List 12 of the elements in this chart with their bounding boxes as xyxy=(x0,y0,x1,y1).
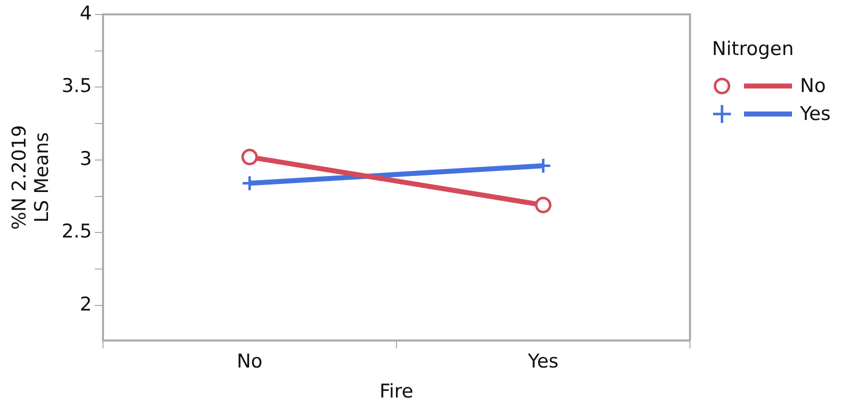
y-tick-label: 2.5 xyxy=(62,220,92,243)
y-tick-label: 3 xyxy=(80,148,92,170)
point xyxy=(534,196,552,214)
legend-label: Yes xyxy=(800,103,831,125)
x-axis-title: Fire xyxy=(379,380,414,403)
legend-title: Nitrogen xyxy=(712,38,795,60)
point xyxy=(241,148,258,166)
legend-label: No xyxy=(800,75,826,97)
y-tick-label: 4 xyxy=(80,2,92,24)
y-tick-label: 3.5 xyxy=(62,75,92,98)
y-axis-title: %N 2.2019 LS Means xyxy=(8,125,54,230)
y-tick-label: 2 xyxy=(80,293,92,316)
